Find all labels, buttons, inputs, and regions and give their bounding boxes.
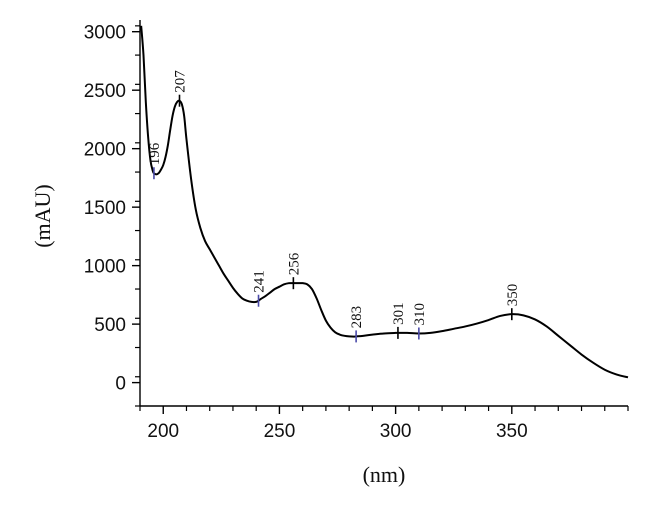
peak-label: 241: [252, 270, 268, 293]
peak-label: 256: [286, 252, 302, 275]
plot-group: [140, 25, 629, 379]
y-tick-label: 2000: [84, 140, 126, 161]
y-tick-label: 3000: [84, 23, 126, 44]
y-tick-label: 500: [94, 315, 126, 336]
peak-label: 350: [505, 284, 521, 307]
peak-label: 310: [412, 303, 428, 326]
x-tick-label: 300: [380, 421, 412, 442]
spectrum-line: [140, 25, 629, 379]
y-tick-label: 1500: [84, 198, 126, 219]
peak-label: 207: [173, 70, 189, 93]
y-tick-label: 1000: [84, 257, 126, 278]
peak-label: 301: [391, 302, 407, 325]
y-axis-title: (mAU): [30, 184, 55, 248]
x-tick-label: 250: [264, 421, 296, 442]
x-tick-label: 200: [147, 421, 179, 442]
peak-label: 196: [147, 142, 163, 165]
x-axis-title: (nm): [363, 462, 406, 487]
peak-label: 283: [349, 306, 365, 329]
y-tick-label: 0: [115, 374, 126, 395]
annotations-group: 196 207 241 256 283 301 310 350: [147, 70, 521, 343]
y-tick-label: 2500: [84, 81, 126, 102]
axes-group: 0 500 1000 1500 2000 2500 3000 200 250 300 350: [84, 20, 629, 442]
x-tick-label: 350: [496, 421, 528, 442]
